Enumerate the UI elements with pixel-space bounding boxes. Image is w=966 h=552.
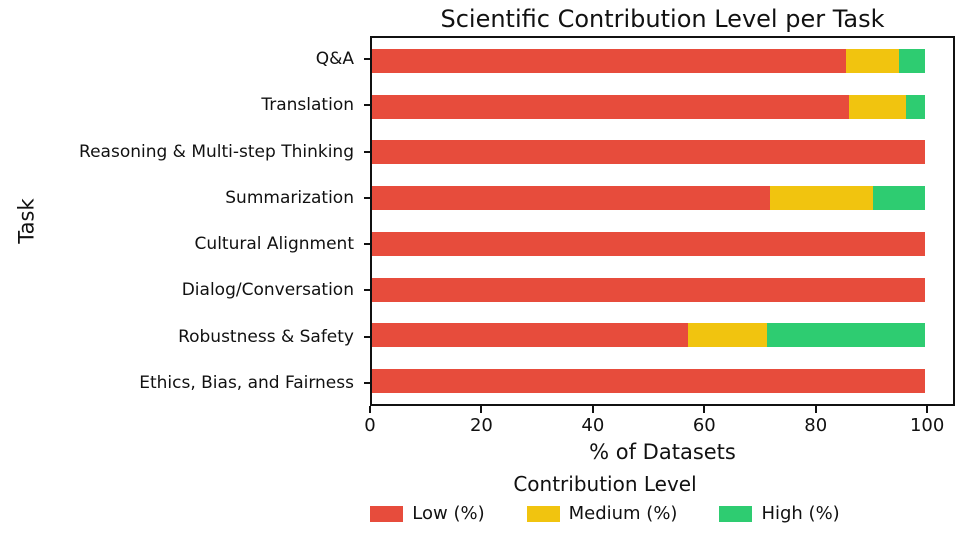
- bar-row-ethics-bias-and-fairness: [372, 358, 953, 404]
- x-axis-label: % of Datasets: [589, 440, 736, 464]
- legend-item-low: Low (%): [370, 503, 485, 524]
- y-tick-ethics-bias-and-fairness: Ethics, Bias, and Fairness: [0, 360, 370, 406]
- bar-segment-medium: [770, 186, 874, 211]
- stacked-bar: [372, 231, 953, 256]
- bar-segment-low: [372, 369, 926, 394]
- legend-label: High (%): [761, 503, 840, 524]
- legend-swatch-medium: [526, 505, 560, 522]
- x-tick-label: 80: [804, 415, 828, 436]
- y-tick-cultural-alignment: Cultural Alignment: [0, 221, 370, 267]
- bar-segment-high: [905, 94, 926, 119]
- y-tick-robustness-safety: Robustness & Safety: [0, 314, 370, 360]
- bar-segment-medium: [848, 94, 906, 119]
- y-tick-reasoning-multi-step-thinking: Reasoning & Multi-step Thinking: [0, 129, 370, 175]
- y-tick-label: Summarization: [225, 187, 354, 208]
- x-tick-labels: 0 20 40 60 80 100: [364, 406, 955, 440]
- y-tick-label: Q&A: [315, 49, 354, 70]
- bar-segment-high: [767, 323, 926, 348]
- y-tick-label: Translation: [261, 95, 354, 116]
- legend-title: Contribution Level: [513, 472, 697, 496]
- x-tick-mark: [591, 406, 594, 413]
- bar-segment-low: [372, 48, 847, 73]
- y-tick-label: Dialog/Conversation: [181, 280, 354, 301]
- chart-title: Scientific Contribution Level per Task: [440, 5, 885, 33]
- y-tick-label: Ethics, Bias, and Fairness: [139, 372, 354, 393]
- x-tick-mark: [480, 406, 483, 413]
- bar-segment-medium: [846, 48, 899, 73]
- y-tick-labels: Q&A Translation Reasoning & Multi-step Thi…: [0, 36, 370, 406]
- plot-area: [370, 36, 955, 406]
- bar-row-q-a: [372, 38, 953, 84]
- bar-segment-high: [873, 186, 926, 211]
- y-tick-mark: [364, 196, 370, 199]
- stacked-bar: [372, 323, 953, 348]
- legend-swatch-high: [719, 505, 753, 522]
- x-tick-label: 0: [364, 415, 376, 436]
- y-tick-mark: [364, 381, 370, 384]
- y-tick-label: Cultural Alignment: [194, 234, 354, 255]
- bar-row-reasoning-multi-step-thinking: [372, 130, 953, 176]
- y-tick-q-a: Q&A: [0, 36, 370, 82]
- x-tick-label: 100: [909, 415, 945, 436]
- bar-segment-low: [372, 231, 926, 256]
- y-tick-label: Reasoning & Multi-step Thinking: [79, 141, 354, 162]
- bar-row-cultural-alignment: [372, 221, 953, 267]
- bar-segment-low: [372, 277, 926, 302]
- legend-label: Low (%): [412, 503, 485, 524]
- bar-segment-low: [372, 323, 688, 348]
- y-tick-mark: [364, 243, 370, 246]
- y-tick-mark: [364, 58, 370, 61]
- bar-segment-medium: [687, 323, 768, 348]
- stacked-bar: [372, 140, 953, 165]
- y-tick-translation: Translation: [0, 82, 370, 128]
- y-tick-mark: [364, 150, 370, 153]
- x-tick-mark: [814, 406, 817, 413]
- x-tick-mark: [703, 406, 706, 413]
- bars-container: [372, 38, 953, 404]
- x-tick-label: 20: [469, 415, 493, 436]
- x-tick-mark: [926, 406, 929, 413]
- x-tick-mark: [369, 406, 371, 413]
- bar-segment-low: [372, 186, 771, 211]
- bar-segment-low: [372, 140, 926, 165]
- x-tick-label: 40: [581, 415, 605, 436]
- legend-items: Low (%) Medium (%) High (%): [370, 503, 840, 524]
- stacked-bar: [372, 48, 953, 73]
- legend-swatch-low: [370, 505, 404, 522]
- bar-row-translation: [372, 84, 953, 130]
- y-tick-mark: [364, 335, 370, 338]
- legend: Contribution Level Low (%) Medium (%) High…: [330, 472, 880, 524]
- y-tick-summarization: Summarization: [0, 175, 370, 221]
- bar-row-dialog-conversation: [372, 267, 953, 313]
- stacked-bar: [372, 277, 953, 302]
- y-tick-mark: [364, 104, 370, 107]
- y-tick-dialog-conversation: Dialog/Conversation: [0, 267, 370, 313]
- y-tick-label: Robustness & Safety: [178, 326, 354, 347]
- stacked-bar: [372, 94, 953, 119]
- legend-item-high: High (%): [719, 503, 840, 524]
- bar-segment-high: [898, 48, 926, 73]
- y-tick-mark: [364, 289, 370, 292]
- stacked-bar: [372, 186, 953, 211]
- legend-label: Medium (%): [568, 503, 678, 524]
- stacked-bar: [372, 369, 953, 394]
- bar-segment-low: [372, 94, 849, 119]
- bar-row-robustness-safety: [372, 313, 953, 359]
- legend-item-medium: Medium (%): [526, 503, 678, 524]
- x-tick-label: 60: [692, 415, 716, 436]
- bar-row-summarization: [372, 175, 953, 221]
